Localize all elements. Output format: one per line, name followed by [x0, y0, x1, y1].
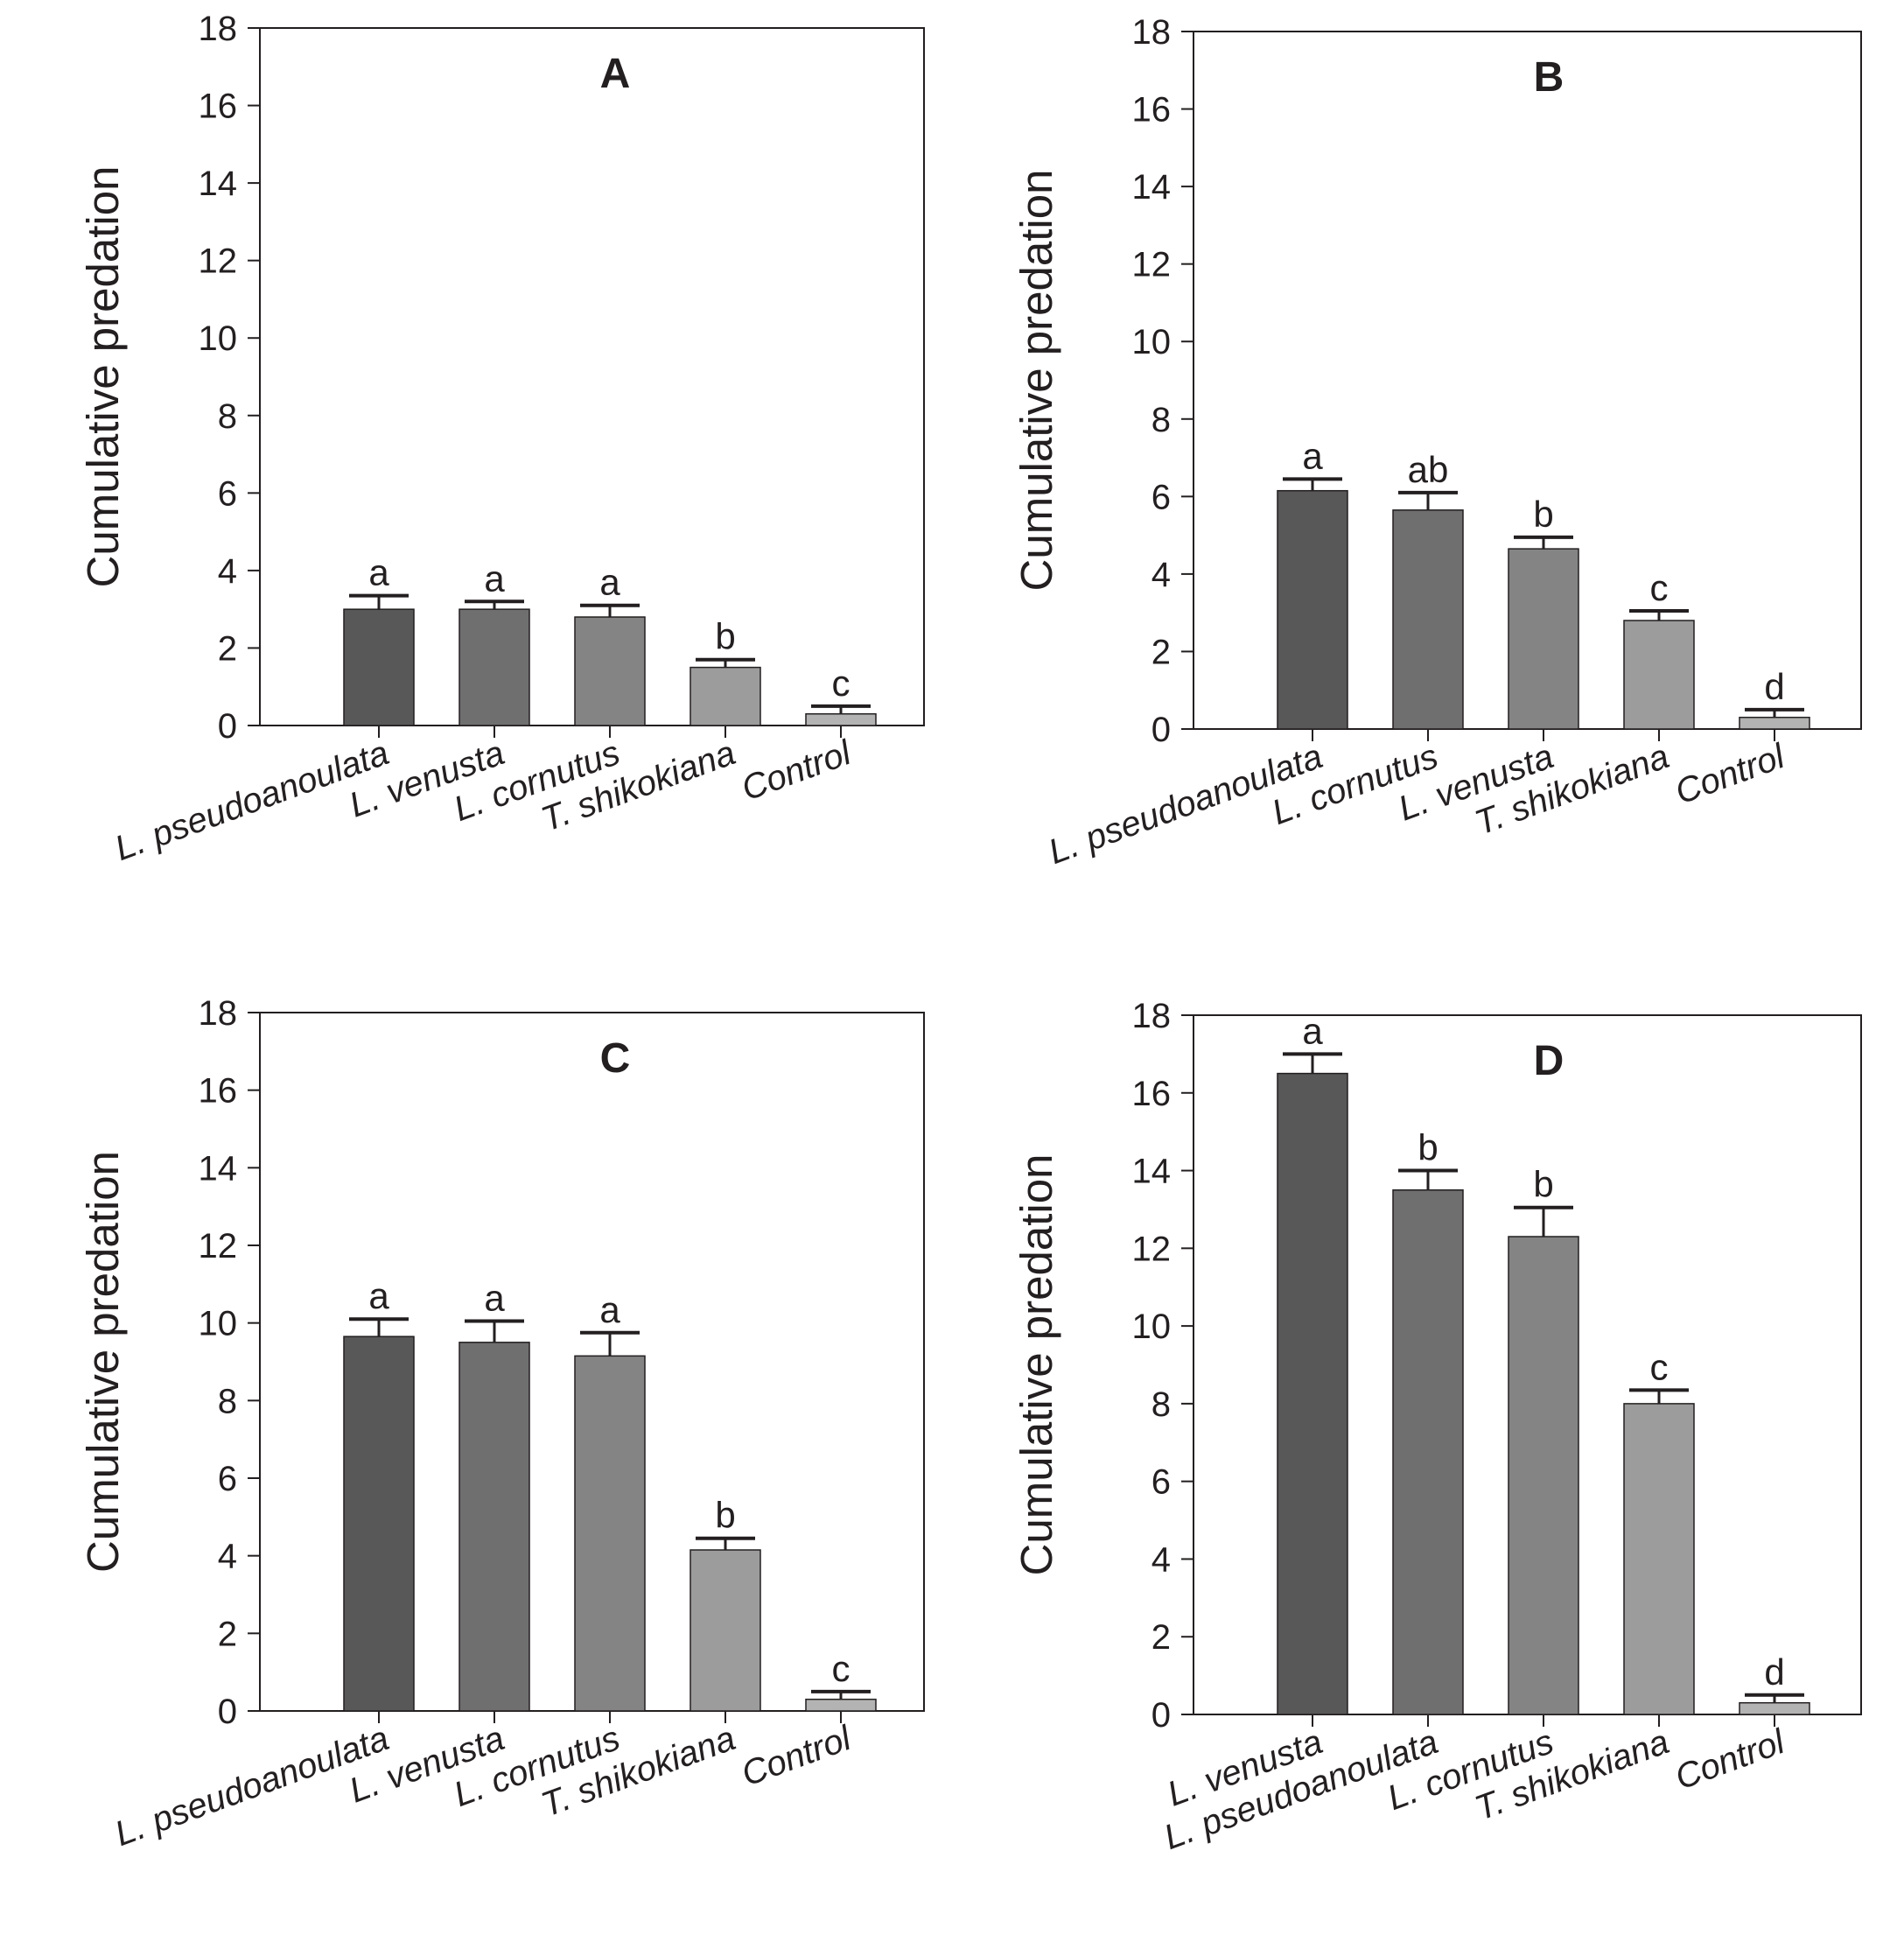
panel-c-y-tick-label: 8: [218, 1382, 237, 1420]
panel-c-significance-letter: c: [832, 1648, 850, 1689]
panel-d-y-tick-label: 12: [1132, 1230, 1172, 1268]
panel-c-y-tick-label: 0: [218, 1693, 237, 1731]
panel-d-title: D: [1534, 1038, 1564, 1084]
panel-d-y-tick-label: 0: [1152, 1696, 1171, 1735]
panel-c-bar: [458, 1342, 530, 1712]
panel-b-bar: [1623, 620, 1695, 730]
panel-a-bar: [805, 712, 877, 726]
panel-d-y-tick-label: 16: [1132, 1075, 1172, 1113]
panel-d-significance-letter: c: [1650, 1346, 1669, 1387]
panel-a-significance-letter: a: [599, 562, 620, 603]
panel-a-significance-letter: b: [715, 616, 735, 657]
panel-a-y-tick-label: 0: [218, 707, 237, 746]
panel-b-significance-letter: a: [1302, 435, 1323, 476]
panel-c-title: C: [600, 1035, 631, 1082]
panel-d-bar: [1277, 1072, 1348, 1715]
panel-c-y-tick-label: 6: [218, 1460, 237, 1498]
panel-a-significance-letter: a: [368, 552, 389, 593]
panel-a-bar: [574, 616, 646, 726]
panel-a-bar: [690, 666, 761, 726]
panel-b-y-tick-label: 12: [1132, 246, 1172, 284]
panel-d-y-tick-label: 2: [1152, 1618, 1171, 1657]
panel-b-bar: [1508, 548, 1579, 730]
panel-a-y-axis-label: Cumulative predation: [78, 166, 128, 588]
panel-d-y-tick-label: 18: [1132, 997, 1172, 1035]
panel-a-y-tick-label: 8: [218, 397, 237, 436]
panel-d-y-tick-label: 4: [1152, 1540, 1171, 1579]
panel-c-bar: [690, 1549, 761, 1712]
panel-b-significance-letter: c: [1650, 567, 1669, 608]
panel-c-significance-letter: b: [715, 1495, 735, 1536]
panel-b-y-tick-label: 6: [1152, 478, 1171, 516]
panel-b-bar: [1392, 509, 1464, 730]
panel-a-y-tick-label: 18: [199, 10, 238, 48]
panel-d-y-tick-label: 6: [1152, 1463, 1171, 1502]
panel-b-significance-letter: b: [1533, 494, 1553, 535]
panel-c-y-tick-label: 14: [199, 1149, 238, 1188]
panel-a-y-tick-label: 16: [199, 88, 238, 126]
panel-c-significance-letter: a: [484, 1277, 505, 1318]
panel-d-y-tick-label: 10: [1132, 1308, 1172, 1346]
panel-c-y-tick-label: 4: [218, 1538, 237, 1576]
panel-c-y-axis-label: Cumulative predation: [78, 1151, 128, 1573]
panel-d-category-label: Control: [1670, 1722, 1790, 1798]
panel-b-y-tick-label: 16: [1132, 91, 1172, 130]
panel-a-y-tick-label: 2: [218, 629, 237, 668]
panel-b-y-tick-label: 10: [1132, 323, 1172, 361]
panel-a-y-tick-label: 4: [218, 552, 237, 591]
panel-b-bar: [1739, 716, 1810, 730]
panel-d-significance-letter: b: [1533, 1164, 1553, 1205]
panel-b-bar: [1277, 489, 1348, 730]
panel-d-y-tick-label: 8: [1152, 1385, 1171, 1424]
panel-b-category-label: Control: [1670, 737, 1790, 812]
panel-c-significance-letter: a: [599, 1289, 620, 1330]
panel-b-y-tick-label: 18: [1132, 13, 1172, 52]
panel-d-bar: [1508, 1236, 1579, 1715]
panel-c-y-tick-label: 16: [199, 1072, 238, 1111]
panel-c-y-tick-label: 10: [199, 1305, 238, 1343]
panel-a-bar: [343, 608, 415, 726]
panel-a-y-tick-label: 12: [199, 242, 238, 281]
panel-c-bar: [574, 1355, 646, 1712]
panel-d-y-tick-label: 14: [1132, 1153, 1172, 1191]
panel-a-y-tick-label: 14: [199, 165, 238, 203]
panel-c-bar: [805, 1698, 877, 1712]
panel-d-significance-letter: b: [1418, 1127, 1438, 1168]
panel-a-category-label: Control: [737, 733, 857, 809]
panel-d-bar: [1739, 1701, 1810, 1715]
panel-b-y-tick-label: 2: [1152, 633, 1171, 671]
panel-b-title: B: [1534, 54, 1564, 101]
panel-b-y-tick-label: 8: [1152, 401, 1171, 439]
panel-a-title: A: [600, 51, 631, 97]
panel-c-y-tick-label: 12: [199, 1227, 238, 1265]
panel-c-significance-letter: a: [368, 1275, 389, 1316]
panel-d-bar: [1392, 1189, 1464, 1715]
panel-b-y-axis-label: Cumulative predation: [1012, 170, 1061, 592]
panel-d-significance-letter: a: [1302, 1010, 1323, 1051]
panel-c-y-tick-label: 18: [199, 994, 238, 1033]
panel-b-y-tick-label: 0: [1152, 711, 1171, 749]
panel-b-y-tick-label: 4: [1152, 556, 1171, 594]
panel-d-bar: [1623, 1403, 1695, 1715]
panel-b-significance-letter: ab: [1408, 449, 1449, 490]
panel-d-significance-letter: d: [1764, 1651, 1784, 1693]
panel-a-bar: [458, 608, 530, 726]
panel-c-category-label: Control: [737, 1719, 857, 1794]
panel-d-y-axis-label: Cumulative predation: [1012, 1154, 1061, 1576]
panel-a-y-tick-label: 6: [218, 474, 237, 513]
panel-c-y-tick-label: 2: [218, 1615, 237, 1653]
panel-b-significance-letter: d: [1764, 666, 1784, 707]
panel-a-significance-letter: c: [832, 663, 850, 704]
panel-a-y-tick-label: 10: [199, 319, 238, 358]
panel-a-significance-letter: a: [484, 557, 505, 599]
panel-c-bar: [343, 1336, 415, 1712]
panel-b-y-tick-label: 14: [1132, 168, 1172, 207]
